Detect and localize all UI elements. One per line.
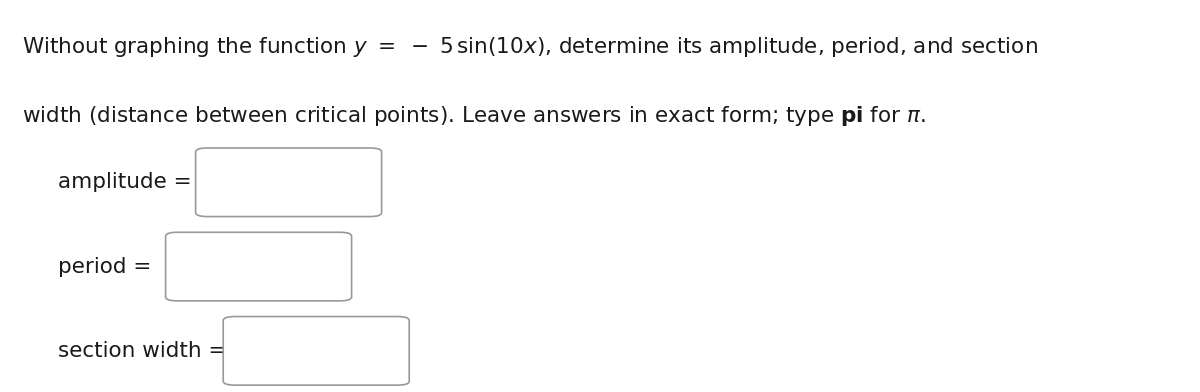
Text: section width =: section width = [58, 341, 226, 361]
Text: amplitude =: amplitude = [58, 172, 191, 192]
Text: period =: period = [58, 256, 151, 277]
FancyBboxPatch shape [196, 148, 382, 216]
Text: width (distance between critical points). Leave answers in exact form; type $\ma: width (distance between critical points)… [22, 104, 925, 128]
FancyBboxPatch shape [166, 232, 352, 301]
Text: Without graphing the function $y\ =\ -\ 5\,\sin(10x)$, determine its amplitude, : Without graphing the function $y\ =\ -\ … [22, 35, 1038, 59]
FancyBboxPatch shape [223, 317, 409, 385]
